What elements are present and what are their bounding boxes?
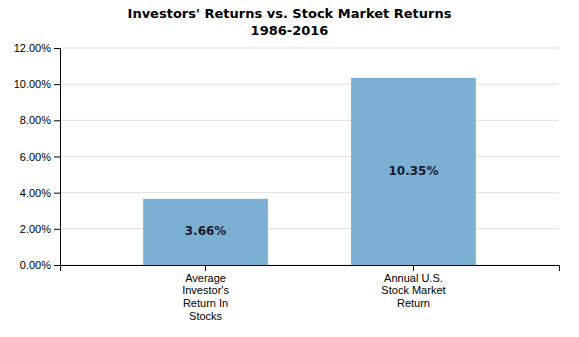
y-tick-label: 4.00% (20, 187, 51, 199)
x-tick-mark (413, 265, 414, 271)
y-tick-label: 6.00% (20, 151, 51, 163)
data-label: 3.66% (185, 224, 227, 238)
y-tick: 8.00% (20, 114, 60, 126)
y-tick-label: 0.00% (20, 259, 51, 271)
y-tick-mark (54, 157, 60, 158)
y-tick-mark (54, 120, 60, 121)
x-tick-label-line: Stock Market (381, 284, 445, 296)
x-tick: Annual U.S.Stock MarketReturn (381, 265, 445, 309)
grid-line (60, 228, 559, 229)
y-tick-label: 2.00% (20, 223, 51, 235)
y-tick: 10.00% (14, 78, 60, 90)
subtitle: 1986-2016 (251, 23, 329, 38)
grid-line (60, 48, 559, 49)
y-tick-mark (54, 84, 60, 85)
bar (143, 199, 268, 265)
x-tick-label: AverageInvestor'sReturn InStocks (182, 272, 229, 322)
x-tick-label-line: Annual U.S. (384, 272, 443, 284)
bars (143, 78, 476, 265)
y-tick: 6.00% (20, 151, 60, 163)
x-axis-line (61, 266, 560, 272)
y-tick-label: 12.00% (14, 42, 52, 54)
x-tick-label-line: Average (185, 272, 226, 284)
grid-line (60, 120, 559, 121)
chart-svg: 0.00% 2.00% 4.00% 6.00% 8.00% 10.00% 12.00% Ave… (0, 0, 579, 337)
y-axis-line (54, 49, 61, 266)
data-label: 10.35% (388, 164, 438, 178)
y-tick: 4.00% (20, 187, 60, 199)
x-tick-label-line: Stocks (189, 310, 223, 322)
x-tick-label-line: Return In (183, 297, 228, 309)
y-tick: 0.00% (20, 259, 60, 271)
grid (60, 48, 559, 265)
y-tick-mark (54, 229, 60, 230)
y-tick-mark (54, 48, 60, 49)
grid-line (60, 192, 559, 193)
x-tick: AverageInvestor'sReturn InStocks (182, 265, 229, 322)
y-tick-mark (54, 193, 60, 194)
plot-area: 0.00% 2.00% 4.00% 6.00% 8.00% 10.00% 12.00% Ave… (14, 42, 560, 322)
bar (351, 78, 476, 265)
x-tick-label-line: Return (397, 297, 430, 309)
y-tick-label: 10.00% (14, 78, 52, 90)
x-axis: AverageInvestor'sReturn InStocks Annual U… (61, 265, 560, 322)
x-tick-mark (205, 265, 206, 271)
chart-container: 0.00% 2.00% 4.00% 6.00% 8.00% 10.00% 12.00% Ave… (0, 0, 579, 337)
x-tick-label: Annual U.S.Stock MarketReturn (381, 272, 445, 309)
x-tick-label-line: Investor's (182, 284, 229, 296)
data-labels: 3.66% 10.35% (185, 164, 439, 238)
y-axis: 0.00% 2.00% 4.00% 6.00% 8.00% 10.00% 12.00% (14, 42, 61, 271)
y-tick-mark (54, 265, 60, 266)
grid-line (60, 84, 559, 85)
title: Investors' Returns vs. Stock Market Retu… (128, 6, 452, 21)
y-tick-label: 8.00% (20, 114, 51, 126)
y-tick: 2.00% (20, 223, 60, 235)
y-tick: 12.00% (14, 42, 60, 54)
grid-line (60, 156, 559, 157)
